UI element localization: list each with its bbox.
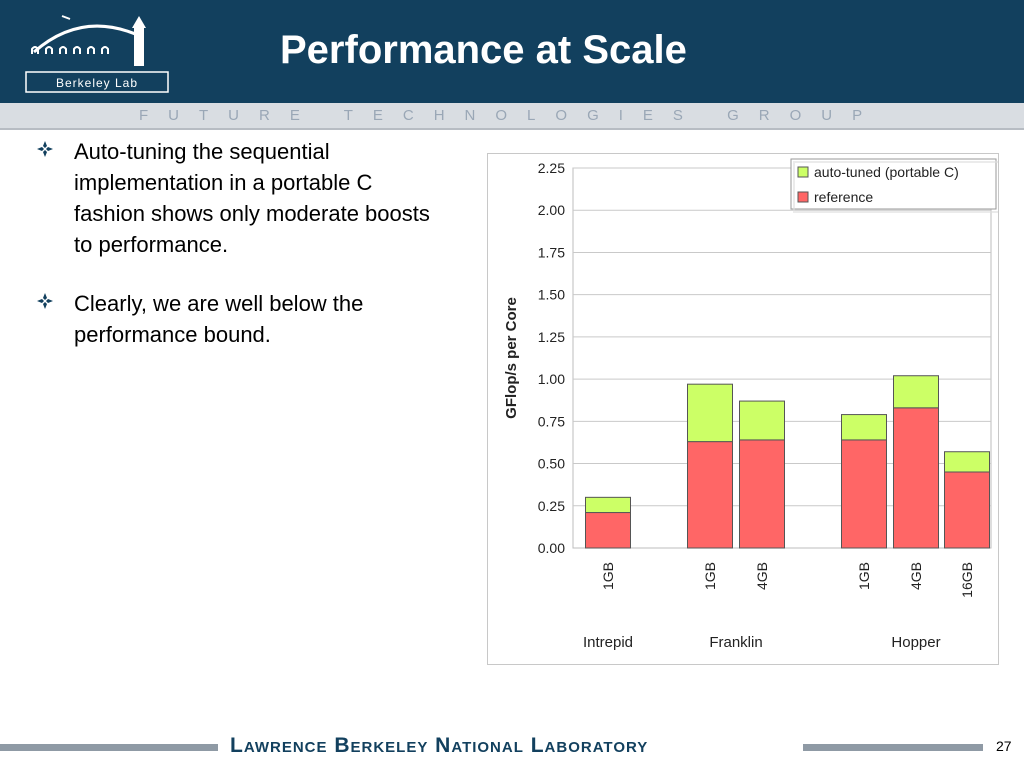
bullet-list: Auto-tuning the sequential implementatio… (36, 136, 436, 378)
legend-swatch-reference (797, 191, 809, 203)
page-title: Performance at Scale (280, 28, 687, 72)
x-tick-label: 16GB (959, 562, 975, 598)
bar-reference (841, 439, 887, 549)
y-tick-label: 2.00 (538, 202, 565, 218)
bar-auto-tuned (841, 414, 887, 441)
footer-rule-left (0, 744, 218, 751)
bar-reference (687, 441, 733, 549)
diamond-bullet-icon (37, 141, 53, 157)
x-tick-label: 4GB (754, 562, 770, 590)
chart-frame: 0.00 0.25 0.50 0.75 1.00 1.25 1.50 1.75 2.00 2.25… (487, 153, 1000, 665)
y-tick-label: 0.50 (538, 456, 565, 472)
subtitle-bar-text: FUTURE TECHNOLOGIES GROUP (139, 107, 883, 124)
bullet-item: Auto-tuning the sequential implementatio… (36, 136, 436, 260)
y-axis-label: GFlop/s per Core (503, 297, 520, 419)
y-tick-label: 0.75 (538, 413, 565, 429)
bar-reference (739, 439, 785, 549)
y-tick-label: 1.75 (538, 244, 565, 260)
legend-label-reference: reference (814, 189, 873, 205)
group-label: Hopper (891, 634, 940, 651)
stacked-bar-chart: 0.00 0.25 0.50 0.75 1.00 1.25 1.50 1.75 2.00 2.25… (503, 158, 1000, 651)
y-tick-label: 0.00 (538, 540, 565, 556)
logo-text: Berkeley Lab (56, 76, 138, 90)
legend-label-auto-tuned: auto-tuned (portable C) (814, 164, 959, 180)
x-tick-label: 4GB (908, 562, 924, 590)
legend-box (790, 158, 997, 210)
bar-reference (893, 407, 939, 549)
footer-lab-name: Lawrence Berkeley National Laboratory (230, 734, 649, 757)
legend-swatch-auto-tuned (797, 166, 809, 178)
x-tick-label: 1GB (600, 562, 616, 590)
y-tick-label: 1.25 (538, 329, 565, 345)
y-tick-label: 1.50 (538, 287, 565, 303)
subtitle-bar: FUTURE TECHNOLOGIES GROUP (0, 103, 1024, 130)
bar-auto-tuned (893, 375, 939, 409)
bullet-item: Clearly, we are well below the performan… (36, 288, 436, 350)
bar-reference (944, 471, 990, 549)
header-bar: Berkeley Lab Performance at Scale (0, 0, 1024, 103)
y-tick-label: 2.25 (538, 160, 565, 176)
bar-reference (585, 512, 631, 549)
x-tick-label: 1GB (856, 562, 872, 590)
diamond-bullet-icon (37, 293, 53, 309)
bar-auto-tuned (687, 383, 733, 443)
bar-auto-tuned (944, 451, 990, 473)
page-number: 27 (996, 738, 1012, 754)
bullet-text: Clearly, we are well below the performan… (74, 291, 364, 347)
bar-auto-tuned (585, 496, 631, 514)
group-label: Intrepid (583, 634, 633, 651)
y-tick-label: 0.25 (538, 498, 565, 514)
berkeley-lab-logo: Berkeley Lab (25, 15, 169, 93)
x-tick-label: 1GB (702, 562, 718, 590)
bar-auto-tuned (739, 400, 785, 441)
y-tick-label: 1.00 (538, 371, 565, 387)
group-label: Franklin (709, 634, 762, 651)
footer-rule-right (803, 744, 983, 751)
bullet-text: Auto-tuning the sequential implementatio… (74, 139, 430, 257)
